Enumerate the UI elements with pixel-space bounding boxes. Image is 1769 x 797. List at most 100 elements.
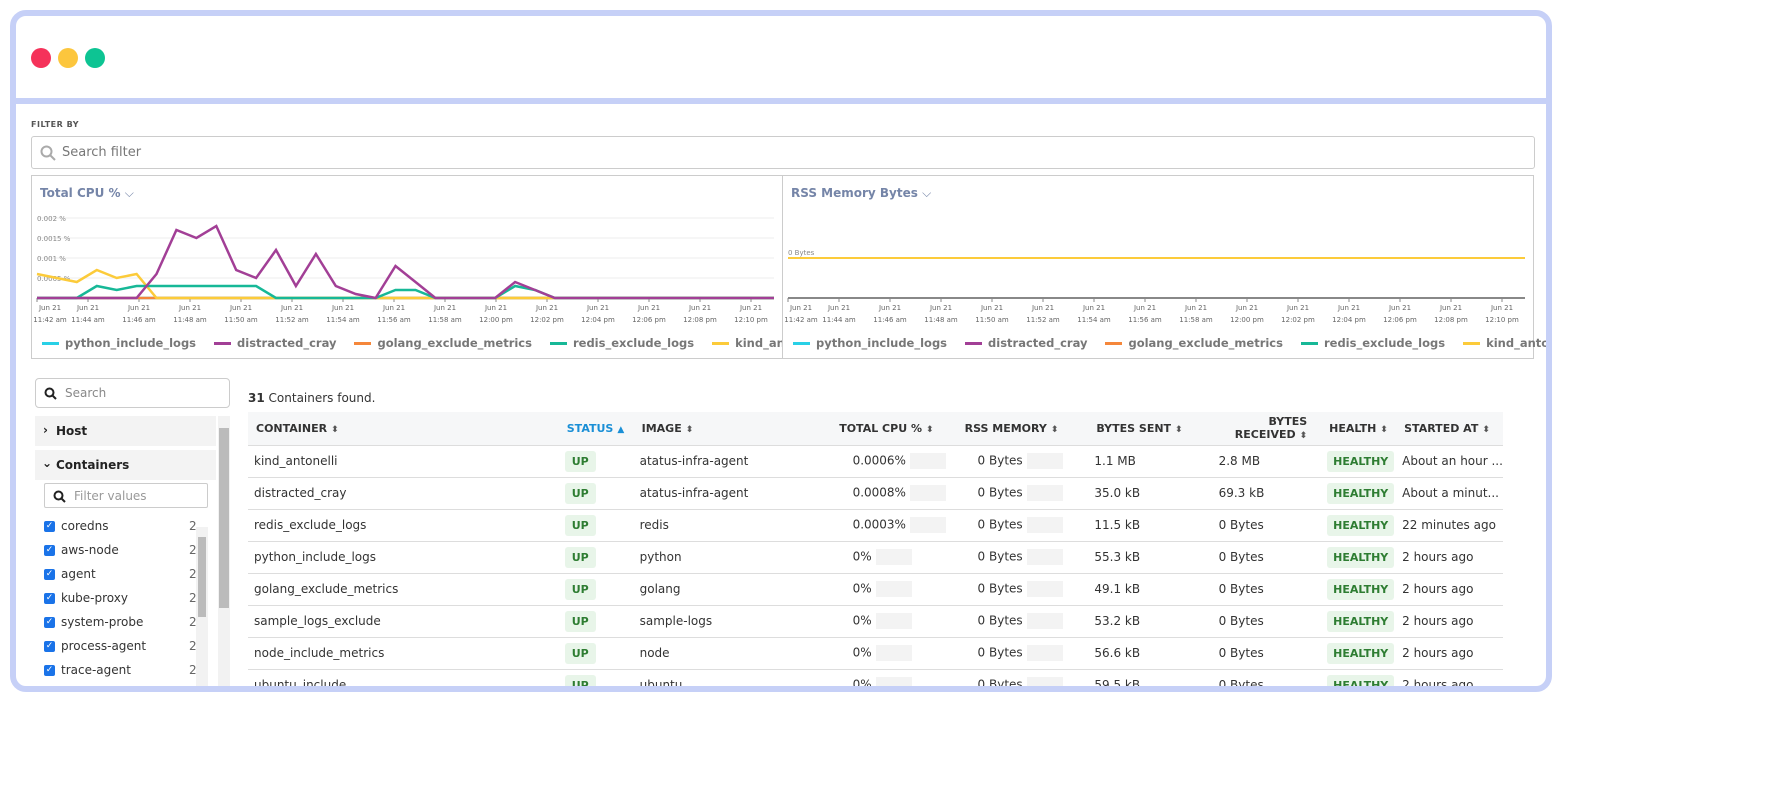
column-header-bytes-received[interactable]: BYTES RECEIVED ⬍ <box>1196 412 1322 446</box>
column-header-container[interactable]: CONTAINER ⬍ <box>248 412 559 446</box>
cell: UP <box>558 605 634 638</box>
cell-text: 2.8 MB <box>1218 454 1261 468</box>
facet-item-process-agent[interactable]: ✓ process-agent 2 <box>44 639 197 653</box>
sort-ascending-icon[interactable]: ▲ <box>617 424 625 435</box>
search-filter-input[interactable]: Search filter <box>31 136 1535 169</box>
legend-item[interactable]: python_include_logs <box>793 336 947 350</box>
cell-text: About a minut... <box>1402 486 1499 500</box>
filter-values-input[interactable]: Filter values <box>44 483 208 508</box>
x-tick-date: Jun 21 <box>1031 304 1054 312</box>
x-tick-date: Jun 21 <box>827 304 850 312</box>
cell: golang_exclude_metrics <box>248 573 559 606</box>
memory-value: 0 Bytes <box>977 581 1023 596</box>
cell-text: python <box>639 550 682 564</box>
facet-item-coredns[interactable]: ✓ coredns 2 <box>44 519 197 533</box>
cpu-chart-panel: Total CPU % ⌵ 0.002 % 0.0015 % 0.001 % 0.00… <box>31 175 826 359</box>
cell: 2 hours ago <box>1396 573 1503 606</box>
health-badge: HEALTHY <box>1327 579 1395 600</box>
checkbox-checked-icon[interactable]: ✓ <box>44 640 55 652</box>
column-header-bytes-sent[interactable]: BYTES SENT ⬍ <box>1072 412 1197 446</box>
cpu-chart-title[interactable]: Total CPU % ⌵ <box>40 186 134 201</box>
checkbox-checked-icon[interactable]: ✓ <box>44 568 55 580</box>
facet-item-kube-proxy[interactable]: ✓ kube-proxy 2 <box>44 591 197 605</box>
x-tick-time: 12:00 pm <box>479 316 513 324</box>
column-header-image[interactable]: IMAGE ⬍ <box>633 412 823 446</box>
x-tick-date: Jun 21 <box>331 304 354 312</box>
checkbox-checked-icon[interactable]: ✓ <box>44 520 55 532</box>
legend-item[interactable]: golang_exclude_metrics <box>1105 336 1283 350</box>
x-tick-time: 11:46 am <box>122 316 156 324</box>
legend-item[interactable]: redis_exclude_logs <box>1300 336 1445 350</box>
facet-item-trace-agent[interactable]: ✓ trace-agent 2 <box>44 663 197 677</box>
memory-value: 0 Bytes <box>977 677 1023 692</box>
facet-containers[interactable]: ⌄ Containers <box>35 450 216 480</box>
legend-item[interactable]: kind_antonelli <box>1463 336 1546 350</box>
chevron-down-icon: ⌄ <box>42 456 53 470</box>
checkbox-checked-icon[interactable]: ✓ <box>44 592 55 604</box>
minimize-window-dot[interactable] <box>58 48 78 68</box>
x-tick-time: 11:42 am <box>33 316 67 324</box>
x-tick-date: Jun 21 <box>1184 304 1207 312</box>
table-row[interactable]: redis_exclude_logs UP redis 0.0003% 0 Bytes 1… <box>248 509 1503 542</box>
legend-item[interactable]: redis_exclude_logs <box>549 336 694 350</box>
table-row[interactable]: sample_logs_exclude UP sample-logs 0% 0 Byte… <box>248 605 1503 638</box>
facet-list-scrollbar[interactable] <box>196 527 208 686</box>
sidebar-scrollbar[interactable] <box>218 416 230 686</box>
search-filter-placeholder: Search filter <box>62 145 142 160</box>
cell: 0 Bytes <box>1196 541 1322 574</box>
legend-item[interactable]: golang_exclude_metrics <box>354 336 532 350</box>
table-row[interactable]: python_include_logs UP python 0% 0 Bytes 55.3… <box>248 541 1503 574</box>
x-tick-time: 11:52 am <box>275 316 309 324</box>
sidebar-search-input[interactable]: Search <box>35 378 230 408</box>
sort-icon[interactable]: ⬍ <box>1050 424 1059 435</box>
legend-item[interactable]: distracted_cray <box>214 336 336 350</box>
usage-bar <box>875 677 912 686</box>
health-badge: HEALTHY <box>1327 643 1395 664</box>
x-tick-time: 12:02 pm <box>530 316 564 324</box>
legend-item[interactable]: distracted_cray <box>965 336 1087 350</box>
usage-bar <box>875 613 912 629</box>
facet-item-aws-node[interactable]: ✓ aws-node 2 <box>44 543 197 557</box>
sort-icon[interactable]: ⬍ <box>1299 431 1308 442</box>
sort-icon[interactable]: ⬍ <box>1175 424 1183 435</box>
x-tick-time: 11:50 am <box>975 316 1009 324</box>
checkbox-checked-icon[interactable]: ✓ <box>44 616 55 628</box>
x-tick-date: Jun 21 <box>382 304 405 312</box>
column-header-health[interactable]: HEALTH ⬍ <box>1321 412 1397 446</box>
facet-item-system-probe[interactable]: ✓ system-probe 2 <box>44 615 197 629</box>
sort-icon[interactable]: ⬍ <box>925 424 934 435</box>
column-header-rss-memory[interactable]: RSS MEMORY ⬍ <box>947 412 1073 446</box>
close-window-dot[interactable] <box>31 48 51 68</box>
memory-chart-title[interactable]: RSS Memory Bytes ⌵ <box>791 186 931 201</box>
facet-item-count: 2 <box>189 639 197 653</box>
facet-host[interactable]: › Host <box>35 416 216 446</box>
table-row[interactable]: node_include_metrics UP node 0% 0 Bytes 56.6 … <box>248 637 1503 670</box>
column-header-total-cpu-[interactable]: TOTAL CPU % ⬍ <box>822 412 948 446</box>
facet-item-label: trace-agent <box>61 663 131 677</box>
legend-label: golang_exclude_metrics <box>1128 336 1283 350</box>
table-row[interactable]: golang_exclude_metrics UP golang 0% 0 Bytes 4… <box>248 573 1503 606</box>
checkbox-checked-icon[interactable]: ✓ <box>44 664 55 676</box>
x-tick-time: 12:10 pm <box>734 316 768 324</box>
table-header: CONTAINER ⬍ STATUS ▲ IMAGE ⬍ TOTAL CPU % ⬍ RSS M… <box>248 412 1503 446</box>
sort-icon[interactable]: ⬍ <box>685 424 694 435</box>
facet-item-agent[interactable]: ✓ agent 2 <box>44 567 197 581</box>
cell: 0% <box>822 637 948 670</box>
table-row[interactable]: ubuntu_include UP ubuntu 0% 0 Bytes 59.5 kB 0 … <box>248 669 1503 692</box>
cell: 2 hours ago <box>1396 669 1503 686</box>
x-tick-date: Jun 21 <box>1286 304 1309 312</box>
checkbox-checked-icon[interactable]: ✓ <box>44 544 55 556</box>
sort-icon[interactable]: ⬍ <box>1380 424 1388 435</box>
column-header-started-at[interactable]: STARTED AT ⬍ <box>1396 412 1503 446</box>
table-row[interactable]: kind_antonelli UP atatus-infra-agent 0.0006… <box>248 445 1503 478</box>
sort-icon[interactable]: ⬍ <box>331 424 339 435</box>
y-tick-label: 0.001 % <box>37 255 66 263</box>
maximize-window-dot[interactable] <box>85 48 105 68</box>
column-header-status[interactable]: STATUS ▲ <box>558 412 634 446</box>
x-tick-time: 11:58 am <box>1179 316 1213 324</box>
cell: ubuntu_include <box>248 669 559 686</box>
sort-icon[interactable]: ⬍ <box>1482 424 1490 435</box>
cell: redis <box>633 509 823 542</box>
legend-item[interactable]: python_include_logs <box>42 336 196 350</box>
table-row[interactable]: distracted_cray UP atatus-infra-agent 0.000… <box>248 477 1503 510</box>
